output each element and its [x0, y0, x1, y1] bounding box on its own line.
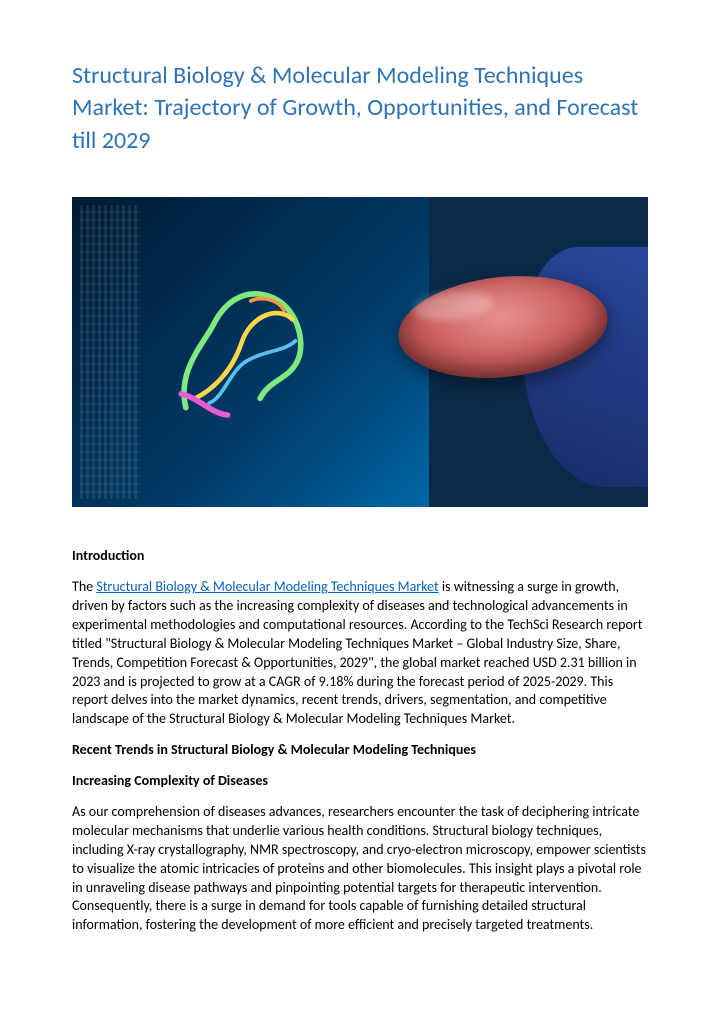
protein-structure-icon	[158, 228, 344, 476]
petri-dish-area	[372, 247, 648, 487]
trends-heading: Recent Trends in Structural Biology & Mo…	[72, 741, 648, 760]
intro-text-prefix: The	[72, 578, 96, 595]
introduction-heading: Introduction	[72, 547, 648, 566]
intro-paragraph: The Structural Biology & Molecular Model…	[72, 578, 648, 729]
complexity-paragraph: As our comprehension of diseases advance…	[72, 803, 648, 935]
complexity-heading: Increasing Complexity of Diseases	[72, 772, 648, 791]
intro-text-suffix: is witnessing a surge in growth, driven …	[72, 578, 642, 727]
hero-image	[72, 197, 648, 507]
page-title: Structural Biology & Molecular Modeling …	[72, 60, 648, 157]
market-link[interactable]: Structural Biology & Molecular Modeling …	[96, 578, 438, 595]
